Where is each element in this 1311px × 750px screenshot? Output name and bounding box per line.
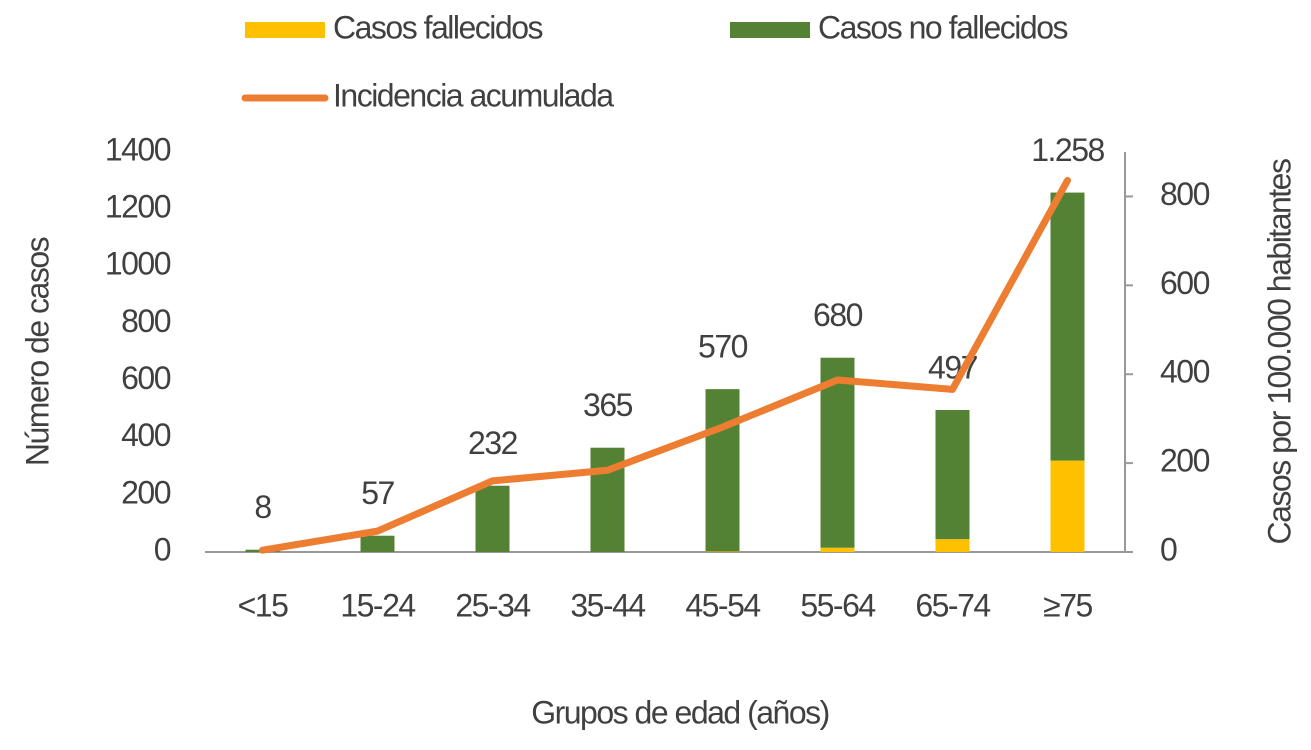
x-axis-label: Grupos de edad (años) xyxy=(531,694,829,730)
x-tick-label: 15-24 xyxy=(340,587,415,623)
legend-swatch xyxy=(730,22,810,38)
bar xyxy=(360,535,395,552)
bar xyxy=(1050,192,1085,461)
x-tick-label: ≥75 xyxy=(1043,587,1092,623)
y2-tick-label: 600 xyxy=(1160,265,1210,301)
y-tick-label: 400 xyxy=(121,417,171,453)
x-tick-label: 55-64 xyxy=(800,587,875,623)
legend-swatch xyxy=(245,22,325,38)
y2-tick-label: 0 xyxy=(1160,531,1177,567)
y2-tick-label: 400 xyxy=(1160,354,1210,390)
bar xyxy=(935,539,970,552)
x-tick-label: 25-34 xyxy=(455,587,530,623)
legend-label: Casos no fallecidos xyxy=(818,9,1067,45)
bar xyxy=(820,357,855,548)
total-label: 570 xyxy=(698,329,748,365)
total-label: 8 xyxy=(254,489,271,525)
total-label: 680 xyxy=(813,297,863,333)
y2-tick-label: 800 xyxy=(1160,176,1210,212)
bar xyxy=(1050,460,1085,552)
y-axis-label: Número de casos xyxy=(19,237,55,466)
bar xyxy=(705,389,740,552)
x-tick-label: <15 xyxy=(238,587,288,623)
y-tick-label: 1200 xyxy=(105,189,171,225)
total-label: 365 xyxy=(583,387,633,423)
x-tick-label: 45-54 xyxy=(685,587,760,623)
y-tick-label: 1000 xyxy=(105,246,171,282)
y-tick-label: 200 xyxy=(121,474,171,510)
x-tick-label: 35-44 xyxy=(570,587,645,623)
bar xyxy=(820,547,855,552)
legend-label: Casos fallecidos xyxy=(333,9,543,45)
y2-axis-label: Casos por 100.000 habitantes xyxy=(1261,159,1297,544)
line xyxy=(259,176,1071,554)
y-tick-label: 0 xyxy=(154,531,171,567)
legend-label: Incidencia acumulada xyxy=(333,77,614,113)
y2-tick-label: 200 xyxy=(1160,443,1210,479)
bar xyxy=(935,410,970,540)
y-tick-label: 600 xyxy=(121,360,171,396)
y-tick-label: 800 xyxy=(121,303,171,339)
total-label: 232 xyxy=(468,425,518,461)
y-tick-label: 1400 xyxy=(105,131,171,167)
bar xyxy=(705,551,740,552)
total-label: 1.258 xyxy=(1031,132,1104,168)
x-tick-label: 65-74 xyxy=(915,587,990,623)
total-label: 57 xyxy=(361,475,394,511)
bar xyxy=(475,485,510,552)
